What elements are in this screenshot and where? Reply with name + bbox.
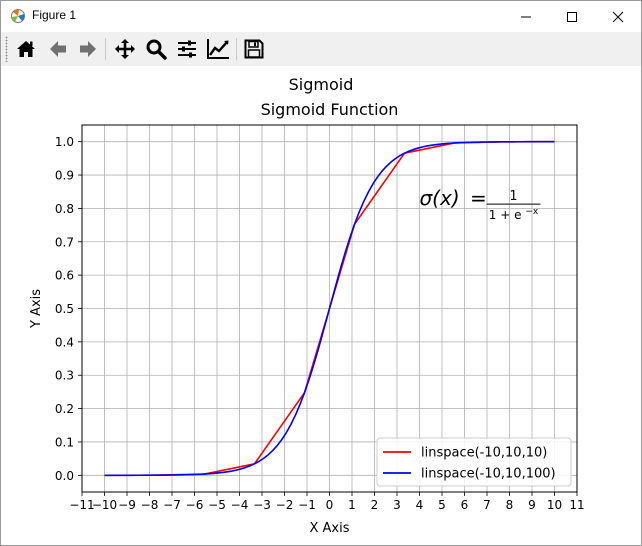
title-bar[interactable]: Figure 1 xyxy=(1,1,641,32)
y-tick-label: 0.2 xyxy=(55,402,74,416)
back-arrow-icon xyxy=(50,41,66,57)
y-tick-label: 0.0 xyxy=(55,469,74,483)
window-title: Figure 1 xyxy=(32,8,77,22)
y-tick-label: 0.5 xyxy=(55,302,74,316)
x-tick-label: −7 xyxy=(163,498,181,512)
navigation-toolbar xyxy=(1,32,641,66)
minimize-icon xyxy=(521,16,531,17)
x-tick-label: −2 xyxy=(276,498,294,512)
x-tick-label: −9 xyxy=(118,498,136,512)
y-tick-label: 0.1 xyxy=(55,435,74,449)
configure-subplots-button[interactable] xyxy=(174,36,200,62)
x-tick-label: −8 xyxy=(141,498,159,512)
chart-edit-icon xyxy=(207,39,229,59)
x-tick-label: 2 xyxy=(371,498,379,512)
y-tick-label: 0.8 xyxy=(55,202,74,216)
y-tick-label: 1.0 xyxy=(55,135,74,149)
x-tick-label: 11 xyxy=(569,498,584,512)
svg-text:1 + e −x: 1 + e −x xyxy=(489,207,539,222)
forward-arrow-icon xyxy=(80,41,96,57)
x-tick-label: −11 xyxy=(69,498,94,512)
x-tick-label: −6 xyxy=(186,498,204,512)
legend-label: linspace(-10,10,10) xyxy=(421,446,547,461)
y-tick-label: 0.7 xyxy=(55,235,74,249)
zoom-button[interactable] xyxy=(143,36,169,62)
formula-exponent: −x xyxy=(525,207,539,217)
x-axis-label: X Axis xyxy=(309,521,349,536)
legend[interactable]: linspace(-10,10,10) linspace(-10,10,100) xyxy=(376,437,572,487)
toolbar-grip[interactable] xyxy=(5,36,8,62)
x-tick-label: −3 xyxy=(253,498,271,512)
x-tick-label: 5 xyxy=(438,498,446,512)
x-tick-label: −4 xyxy=(231,498,249,512)
x-tick-label: 9 xyxy=(528,498,536,512)
toolbar-separator xyxy=(236,38,237,60)
minimize-button[interactable] xyxy=(503,1,549,32)
home-icon xyxy=(17,41,35,57)
formula-equals: = xyxy=(470,186,487,210)
pan-button[interactable] xyxy=(112,36,138,62)
x-tick-label: 8 xyxy=(506,498,514,512)
svg-text:σ(x) =: σ(x) = xyxy=(420,186,487,210)
x-tick-label: 6 xyxy=(461,498,469,512)
toolbar-separator xyxy=(105,38,106,60)
save-button[interactable] xyxy=(241,36,267,62)
series-layer xyxy=(104,140,555,477)
forward-button[interactable] xyxy=(75,36,101,62)
figure-suptitle: Sigmoid xyxy=(289,75,354,94)
figure-canvas[interactable]: Sigmoid Sigmoid Function −11 −10 −9 −8 −7 −6−… xyxy=(1,66,641,545)
x-tick-label: 3 xyxy=(393,498,401,512)
move-icon xyxy=(115,39,135,59)
back-button[interactable] xyxy=(45,36,71,62)
home-button[interactable] xyxy=(13,36,39,62)
close-button[interactable] xyxy=(595,1,641,32)
edit-axis-button[interactable] xyxy=(205,36,231,62)
x-tick-label: −5 xyxy=(208,498,226,512)
x-tick-label: 7 xyxy=(483,498,491,512)
save-icon xyxy=(244,39,264,59)
series-line-2 xyxy=(104,140,555,477)
sliders-icon xyxy=(178,40,196,58)
x-tick-label: 10 xyxy=(547,498,562,512)
x-tick-label: −10 xyxy=(92,498,117,512)
legend-label: linspace(-10,10,100) xyxy=(421,467,556,482)
sigmoid-formula: σ(x) = 1 1 + e −x xyxy=(420,186,541,222)
axes-title: Sigmoid Function xyxy=(261,100,399,119)
x-tick-label: −1 xyxy=(298,498,316,512)
zoom-icon xyxy=(146,39,167,60)
x-tick-label: 4 xyxy=(416,498,424,512)
legend-box xyxy=(376,437,572,487)
matplotlib-icon xyxy=(11,9,25,23)
y-tick-label: 0.6 xyxy=(55,269,74,283)
y-tick-label: 0.9 xyxy=(55,169,74,183)
maximize-icon xyxy=(567,11,577,22)
plot-area[interactable]: Sigmoid Sigmoid Function −11−10 −9 −8 −7 −6−… xyxy=(1,66,641,545)
x-tick-label: 0 xyxy=(326,498,334,512)
y-axis-label: Y Axis xyxy=(29,289,44,329)
formula-numerator: 1 xyxy=(509,189,517,204)
ticks: −11−10 −9 −8 −7 −6 −5 −4 −3 −2 −1 0 1 2 3 4 5 6 7 8 9 10 110.… xyxy=(55,135,585,512)
formula-sigma: σ(x) xyxy=(420,186,460,210)
x-tick-label: 1 xyxy=(348,498,356,512)
maximize-button[interactable] xyxy=(549,1,595,32)
close-icon xyxy=(612,11,624,22)
formula-denominator: 1 + e xyxy=(489,208,522,222)
y-tick-label: 0.3 xyxy=(55,369,74,383)
y-tick-label: 0.4 xyxy=(55,335,74,349)
